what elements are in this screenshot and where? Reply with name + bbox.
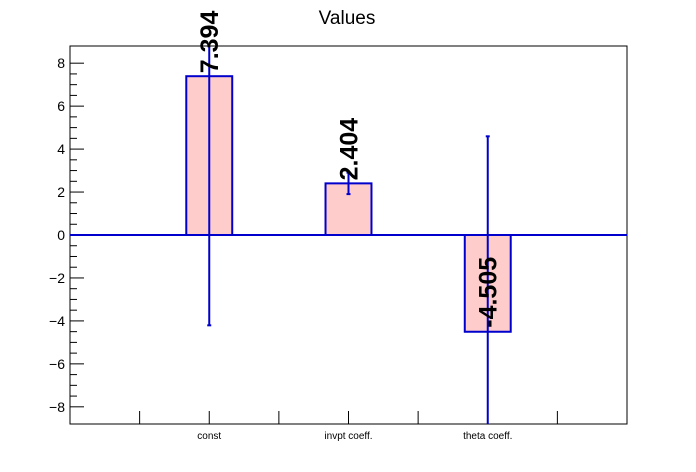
y-axis: −8 −6 −4 −2 0 2 4 6 8 [49, 55, 84, 415]
y-tick-label: −2 [49, 270, 65, 286]
error-bars [207, 46, 490, 424]
data-label: 2.404 [336, 118, 364, 181]
y-tick-label: 4 [57, 141, 65, 157]
x-tick-label: theta coeff. [463, 431, 512, 442]
y-tick-label: 8 [57, 55, 65, 71]
data-labels: 7.394 2.404 -4.505 [196, 11, 503, 328]
x-axis: const invpt coeff. theta coeff. [139, 411, 558, 442]
chart-title: Values [319, 8, 376, 29]
data-label: -4.505 [475, 257, 503, 328]
y-tick-label: 6 [57, 98, 65, 114]
x-tick-label: invpt coeff. [324, 431, 372, 442]
x-tick-label: const [197, 431, 221, 442]
y-tick-label: 0 [57, 227, 65, 243]
y-tick-label: −4 [49, 313, 65, 329]
y-tick-label: −8 [49, 399, 65, 415]
y-tick-label: −6 [49, 356, 65, 372]
y-tick-label: 2 [57, 184, 65, 200]
data-label: 7.394 [196, 11, 224, 74]
bars [185, 75, 512, 333]
